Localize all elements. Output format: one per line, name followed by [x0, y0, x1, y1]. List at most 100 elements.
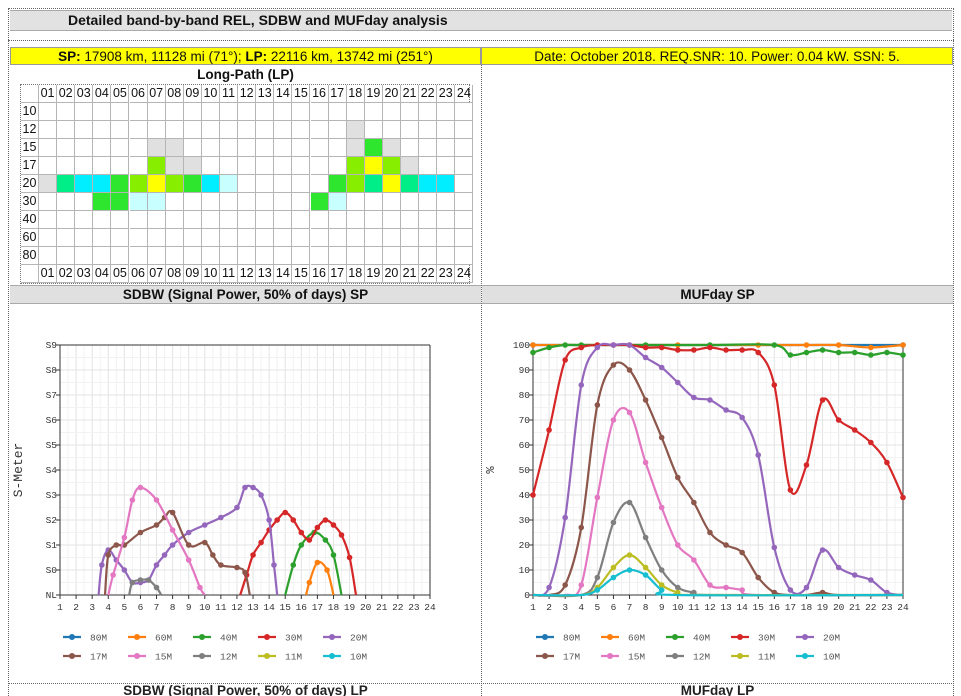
data-point [153, 562, 160, 568]
data-point [674, 542, 681, 548]
grid-cell [419, 247, 438, 265]
legend-label: 60M [628, 633, 645, 644]
grid-cell [382, 139, 401, 157]
grid-cell [292, 121, 311, 139]
data-point [884, 589, 890, 596]
sdbw-sp-title: SDBW (Signal Power, 50% of days) SP [10, 285, 481, 304]
x-tick-label: 15 [753, 602, 765, 613]
x-tick-label: 9 [186, 602, 192, 613]
data-point [642, 572, 649, 578]
grid-cell [437, 229, 456, 247]
x-tick-label: 22 [392, 602, 404, 613]
grid-cell [401, 157, 420, 175]
data-point [674, 474, 681, 481]
data-point [674, 379, 681, 386]
grid-cell [274, 229, 293, 247]
data-point [298, 542, 305, 548]
grid-cell [238, 157, 257, 175]
x-tick-label: 22 [865, 602, 877, 613]
grid-band-label: 15 [21, 139, 39, 157]
data-point [250, 484, 256, 491]
grid-cell [111, 139, 130, 157]
grid-cell [437, 175, 456, 193]
x-tick-label: 9 [659, 602, 665, 613]
data-point [258, 492, 264, 498]
y-tick-label: S6 [46, 415, 58, 426]
grid-cell [75, 229, 94, 247]
grid-cell [292, 103, 311, 121]
x-tick-label: 2 [546, 602, 552, 613]
x-tick-label: 1 [57, 602, 63, 613]
y-tick-label: S5 [46, 440, 58, 451]
grid-hour-label: 12 [238, 265, 257, 283]
data-point [707, 582, 713, 588]
grid-hour-label: 13 [256, 265, 275, 283]
grid-cell [57, 211, 76, 229]
grid-cell [220, 247, 239, 265]
grid-cell [437, 121, 456, 139]
grid-cell [183, 247, 202, 265]
data-point [900, 352, 906, 358]
grid-cell [93, 157, 112, 175]
data-point [242, 484, 248, 491]
data-point [594, 402, 601, 408]
data-point [642, 344, 649, 351]
grid-cell [437, 247, 456, 265]
grid-cell [111, 247, 130, 265]
grid-cell [437, 211, 456, 229]
grid-cell [455, 157, 474, 175]
legend-label: 12M [693, 652, 710, 663]
grid-cell [147, 121, 166, 139]
grid-cell [401, 139, 420, 157]
data-point [658, 364, 665, 371]
mufday-sp-title: MUFday SP [482, 285, 953, 304]
x-tick-label: 4 [105, 602, 111, 613]
grid-cell [129, 229, 148, 247]
grid-hour-label: 06 [129, 265, 148, 283]
x-tick-label: 1 [530, 602, 536, 613]
data-point [314, 559, 321, 566]
grid-cell [75, 211, 94, 229]
x-tick-label: 13 [247, 602, 259, 613]
data-point [642, 397, 649, 403]
data-point [298, 529, 305, 536]
grid-hour-label: 02 [57, 265, 76, 283]
grid-cell [256, 229, 275, 247]
y-tick-label: 60 [519, 440, 531, 451]
y-axis-label: S-Meter [11, 443, 26, 498]
grid-cell [328, 157, 347, 175]
grid-cell [165, 121, 184, 139]
data-point [642, 534, 649, 541]
series-line-15m [107, 486, 206, 596]
data-point [674, 347, 681, 353]
data-point [658, 504, 665, 511]
legend-label: 17M [90, 652, 107, 663]
grid-hour-label: 05 [111, 85, 130, 103]
grid-cell [129, 247, 148, 265]
grid-cell [419, 103, 438, 121]
grid-cell [401, 175, 420, 193]
legend-label: 17M [563, 652, 580, 663]
data-point [105, 552, 112, 558]
data-point [129, 497, 136, 503]
data-point [197, 584, 203, 591]
data-point [642, 459, 649, 466]
x-tick-label: 4 [578, 602, 584, 613]
data-point [691, 499, 697, 506]
grid-hour-label: 18 [346, 85, 365, 103]
grid-cell [455, 193, 474, 211]
grid-cell [292, 211, 311, 229]
legend-label: 12M [220, 652, 237, 663]
grid-hour-label: 08 [165, 85, 184, 103]
grid-cell [328, 211, 347, 229]
grid-hour-label: 23 [437, 85, 456, 103]
data-point [153, 522, 160, 528]
legend-label: 11M [285, 652, 302, 663]
grid-cell [39, 175, 58, 193]
grid-cell [220, 211, 239, 229]
data-point [626, 342, 633, 348]
grid-cell [364, 193, 383, 211]
grid-cell [57, 103, 76, 121]
grid-cell [292, 175, 311, 193]
data-point [201, 539, 208, 546]
